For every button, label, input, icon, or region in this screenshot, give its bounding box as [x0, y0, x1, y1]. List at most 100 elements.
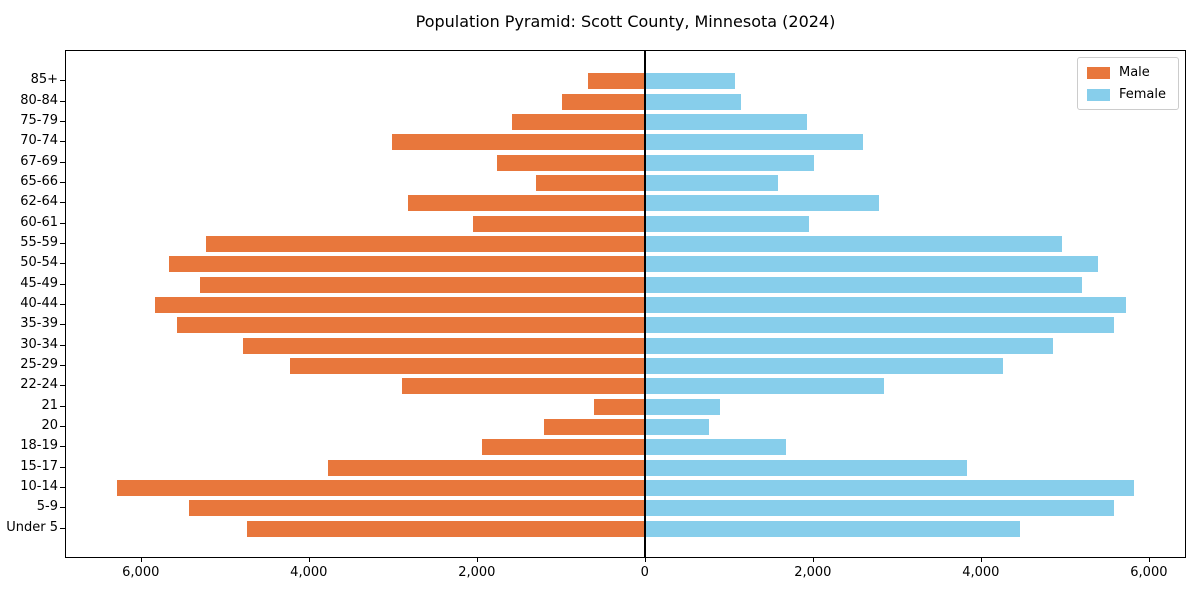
female-bar [644, 93, 742, 110]
y-tick-label: 45-49 [20, 275, 58, 291]
y-tick-label: 40-44 [20, 296, 58, 311]
female-bar [644, 398, 721, 415]
y-tick-mark [60, 222, 65, 224]
female-bar [644, 215, 810, 232]
female-bar [644, 235, 1063, 252]
plot-area: Male Female [65, 50, 1186, 558]
y-tick-label: 85+ [30, 72, 58, 88]
female-bar [644, 419, 709, 436]
y-tick-label: 65-66 [20, 173, 58, 189]
female-bar [644, 439, 786, 456]
legend-entry-male: Male [1086, 65, 1166, 80]
y-tick-mark [60, 487, 65, 489]
male-color-swatch [1086, 66, 1110, 79]
y-tick-label: 10-14 [20, 479, 58, 495]
y-tick-mark [60, 161, 65, 163]
legend-label-male: Male [1118, 65, 1150, 80]
male-bar [188, 500, 645, 517]
legend-label-female: Female [1118, 87, 1166, 102]
female-bar [644, 154, 814, 171]
y-tick-mark [60, 263, 65, 265]
y-tick-mark [60, 344, 65, 346]
chart-title: Population Pyramid: Scott County, Minnes… [415, 12, 836, 31]
x-tick-mark [644, 558, 646, 562]
y-tick-label: 5-9 [36, 499, 58, 515]
y-tick-label: 35-39 [20, 316, 58, 332]
male-bar [587, 73, 645, 90]
x-tick-label: 2,000 [794, 565, 832, 580]
y-tick-label: 67-69 [20, 153, 58, 169]
y-tick-label: 30-34 [20, 336, 58, 352]
x-tick-mark [308, 558, 310, 562]
y-tick-label: Under 5 [6, 519, 58, 535]
male-bar [206, 235, 645, 252]
male-bar [407, 195, 645, 212]
legend: Male Female [1076, 57, 1179, 110]
y-tick-mark [60, 324, 65, 326]
female-bar [644, 134, 864, 151]
male-bar [496, 154, 645, 171]
female-bar [644, 256, 1098, 273]
y-tick-mark [60, 141, 65, 143]
y-tick-mark [60, 304, 65, 305]
y-tick-mark [60, 283, 65, 285]
male-bar [544, 419, 645, 436]
male-bar [176, 317, 645, 334]
y-tick-mark [60, 100, 65, 102]
male-bar [117, 480, 645, 497]
female-bar [644, 500, 1114, 517]
male-bar [169, 256, 645, 273]
y-tick-mark [60, 466, 65, 468]
y-tick-mark [60, 385, 65, 387]
y-tick-mark [60, 426, 65, 428]
y-tick-label: 80-84 [20, 92, 58, 108]
y-tick-mark [60, 365, 65, 367]
female-bar [644, 459, 967, 476]
x-tick-mark [980, 558, 982, 562]
x-tick-label: 6,000 [122, 565, 160, 580]
male-bar [328, 459, 645, 476]
male-bar [512, 113, 645, 130]
zero-axis-line [643, 51, 646, 557]
y-tick-label: 62-64 [20, 194, 58, 210]
x-tick-mark [1148, 558, 1150, 562]
male-bar [481, 439, 645, 456]
y-tick-mark [60, 181, 65, 183]
male-bar [472, 215, 645, 232]
y-tick-label: 75-79 [20, 112, 58, 128]
male-bar [290, 358, 645, 375]
x-tick-mark [140, 558, 142, 562]
x-tick-label: 4,000 [962, 565, 1000, 580]
legend-entry-female: Female [1086, 87, 1166, 102]
y-tick-label: 55-59 [20, 234, 58, 250]
x-tick-label: 0 [640, 565, 649, 580]
x-tick-label: 4,000 [290, 565, 328, 580]
x-tick-label: 2,000 [458, 565, 496, 580]
male-bar [243, 337, 645, 354]
y-tick-label: 18-19 [20, 438, 58, 454]
y-tick-mark [60, 527, 65, 529]
female-color-swatch [1086, 88, 1110, 101]
female-bar [644, 358, 1003, 375]
y-tick-label: 25-29 [20, 357, 58, 373]
y-tick-mark [60, 120, 65, 122]
female-bar [644, 337, 1054, 354]
female-bar [644, 195, 880, 212]
y-tick-label: 21 [41, 397, 58, 413]
female-bar [644, 520, 1021, 537]
female-bar [644, 113, 807, 130]
male-bar [247, 520, 645, 537]
female-bar [644, 174, 778, 191]
y-tick-mark [60, 80, 65, 82]
female-bar [644, 297, 1127, 313]
male-bar [155, 297, 645, 313]
male-bar [561, 93, 645, 110]
y-tick-label: 60-61 [20, 214, 58, 230]
y-tick-mark [60, 446, 65, 448]
y-tick-label: 22-24 [20, 377, 58, 393]
y-tick-label: 70-74 [20, 133, 58, 149]
male-bar [402, 378, 645, 395]
y-tick-label: 20 [41, 418, 58, 434]
male-bar [391, 134, 645, 151]
